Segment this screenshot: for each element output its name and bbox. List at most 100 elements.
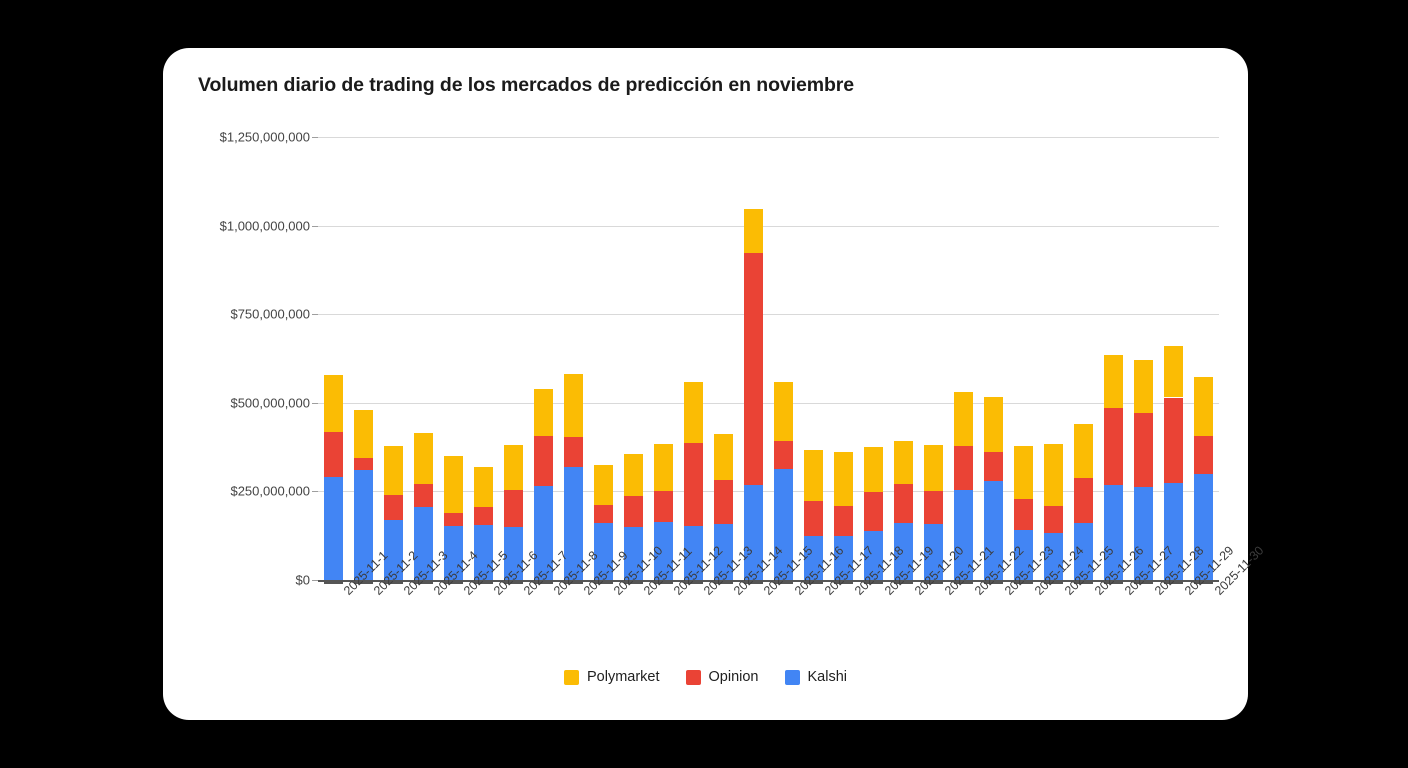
bar-stack[interactable] — [533, 137, 553, 584]
bar-stack[interactable] — [743, 137, 763, 584]
bar-segment-opinion[interactable] — [323, 431, 343, 477]
bar-segment-kalshi[interactable] — [383, 519, 403, 580]
legend-item-kalshi[interactable]: Kalshi — [784, 669, 847, 685]
bar-segment-polymarket[interactable] — [1074, 424, 1094, 478]
bar-segment-kalshi[interactable] — [563, 466, 583, 580]
bar-segment-opinion[interactable] — [653, 491, 673, 523]
bar-segment-opinion[interactable] — [774, 441, 794, 470]
bar-stack[interactable] — [834, 137, 854, 584]
bar-segment-kalshi[interactable] — [1194, 473, 1214, 580]
bar-segment-polymarket[interactable] — [503, 444, 523, 491]
bar-stack[interactable] — [954, 137, 974, 584]
bar-segment-polymarket[interactable] — [653, 444, 673, 492]
legend-item-polymarket[interactable]: Polymarket — [563, 669, 660, 685]
bar-segment-kalshi[interactable] — [473, 525, 493, 580]
bar-segment-opinion[interactable] — [563, 437, 583, 467]
bar-stack[interactable] — [383, 137, 403, 584]
bar-stack[interactable] — [1134, 137, 1154, 584]
bar-segment-polymarket[interactable] — [804, 449, 824, 501]
bar-segment-opinion[interactable] — [353, 457, 373, 471]
bar-segment-opinion[interactable] — [1194, 436, 1214, 474]
bar-stack[interactable] — [1014, 137, 1034, 584]
bar-stack[interactable] — [1194, 137, 1214, 584]
bar-segment-kalshi[interactable] — [743, 485, 763, 580]
bar-segment-kalshi[interactable] — [1134, 487, 1154, 580]
bar-segment-polymarket[interactable] — [1194, 376, 1214, 437]
bar-segment-opinion[interactable] — [894, 484, 914, 524]
bar-segment-opinion[interactable] — [503, 490, 523, 527]
bar-segment-kalshi[interactable] — [623, 526, 643, 580]
bar-stack[interactable] — [804, 137, 824, 584]
bar-segment-opinion[interactable] — [533, 435, 553, 487]
bar-segment-kalshi[interactable] — [804, 536, 824, 580]
bar-segment-kalshi[interactable] — [774, 469, 794, 580]
bar-stack[interactable] — [1044, 137, 1064, 584]
bar-segment-polymarket[interactable] — [1164, 346, 1184, 398]
legend-item-opinion[interactable]: Opinion — [685, 669, 759, 685]
bar-segment-polymarket[interactable] — [473, 466, 493, 507]
bar-segment-opinion[interactable] — [713, 480, 733, 525]
bar-segment-opinion[interactable] — [383, 494, 403, 520]
bar-segment-kalshi[interactable] — [894, 523, 914, 580]
bar-segment-kalshi[interactable] — [1074, 523, 1094, 580]
bar-segment-kalshi[interactable] — [924, 524, 944, 580]
bar-stack[interactable] — [353, 137, 373, 584]
bar-segment-polymarket[interactable] — [353, 409, 373, 458]
bar-stack[interactable] — [774, 137, 794, 584]
bar-segment-opinion[interactable] — [593, 504, 613, 524]
bar-segment-polymarket[interactable] — [593, 465, 613, 505]
bar-segment-kalshi[interactable] — [353, 470, 373, 580]
bar-segment-kalshi[interactable] — [503, 526, 523, 580]
bar-segment-kalshi[interactable] — [593, 523, 613, 580]
bar-segment-polymarket[interactable] — [774, 381, 794, 442]
bar-stack[interactable] — [473, 137, 493, 584]
bar-segment-polymarket[interactable] — [1104, 355, 1124, 408]
bar-stack[interactable] — [683, 137, 703, 584]
bar-segment-kalshi[interactable] — [834, 536, 854, 580]
bar-segment-kalshi[interactable] — [413, 507, 433, 580]
bar-segment-kalshi[interactable] — [1014, 530, 1034, 580]
bar-segment-kalshi[interactable] — [1164, 482, 1184, 580]
bar-segment-polymarket[interactable] — [413, 432, 433, 485]
bar-stack[interactable] — [1164, 137, 1184, 584]
bar-segment-polymarket[interactable] — [563, 374, 583, 438]
bar-stack[interactable] — [1104, 137, 1124, 584]
bar-segment-polymarket[interactable] — [984, 396, 1004, 452]
bar-segment-polymarket[interactable] — [954, 392, 974, 447]
bar-segment-opinion[interactable] — [743, 252, 763, 486]
bar-segment-opinion[interactable] — [413, 484, 433, 508]
bar-stack[interactable] — [864, 137, 884, 584]
bar-stack[interactable] — [924, 137, 944, 584]
bar-segment-opinion[interactable] — [1134, 413, 1154, 488]
bar-segment-opinion[interactable] — [1074, 477, 1094, 524]
bar-segment-kalshi[interactable] — [443, 526, 463, 580]
bar-segment-polymarket[interactable] — [533, 388, 553, 436]
bar-segment-polymarket[interactable] — [1044, 443, 1064, 506]
bar-segment-opinion[interactable] — [473, 506, 493, 526]
bar-segment-kalshi[interactable] — [653, 522, 673, 580]
bar-stack[interactable] — [623, 137, 643, 584]
bar-stack[interactable] — [894, 137, 914, 584]
bar-segment-polymarket[interactable] — [894, 441, 914, 485]
bar-segment-opinion[interactable] — [1044, 505, 1064, 534]
bar-segment-opinion[interactable] — [984, 451, 1004, 481]
bar-segment-kalshi[interactable] — [954, 490, 974, 580]
bar-segment-polymarket[interactable] — [443, 456, 463, 514]
bar-stack[interactable] — [713, 137, 733, 584]
bar-segment-kalshi[interactable] — [864, 531, 884, 580]
bar-segment-opinion[interactable] — [954, 446, 974, 491]
bar-segment-polymarket[interactable] — [713, 434, 733, 481]
bar-segment-polymarket[interactable] — [834, 452, 854, 507]
bar-stack[interactable] — [984, 137, 1004, 584]
bar-segment-polymarket[interactable] — [623, 453, 643, 496]
bar-segment-kalshi[interactable] — [713, 524, 733, 580]
bar-stack[interactable] — [593, 137, 613, 584]
bar-segment-polymarket[interactable] — [383, 446, 403, 495]
bar-segment-opinion[interactable] — [834, 506, 854, 537]
bar-segment-polymarket[interactable] — [743, 208, 763, 253]
bar-stack[interactable] — [653, 137, 673, 584]
bar-segment-kalshi[interactable] — [323, 476, 343, 580]
bar-segment-polymarket[interactable] — [323, 374, 343, 432]
bar-segment-opinion[interactable] — [1104, 407, 1124, 486]
bar-stack[interactable] — [323, 137, 343, 584]
